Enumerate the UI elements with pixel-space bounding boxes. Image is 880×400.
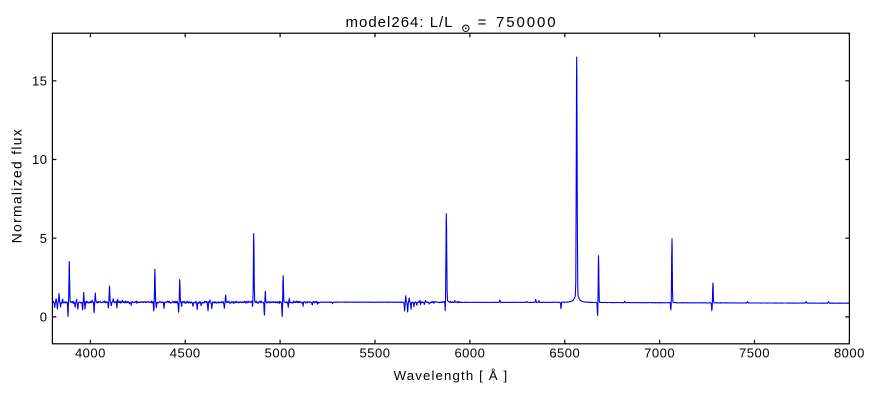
svg-text:Wavelength [ Å ]: Wavelength [ Å ] xyxy=(394,368,509,383)
svg-text:4000: 4000 xyxy=(75,346,106,361)
svg-text:7500: 7500 xyxy=(739,346,770,361)
svg-text:Normalized flux: Normalized flux xyxy=(10,128,25,243)
svg-text:=: = xyxy=(478,14,487,31)
svg-text:6500: 6500 xyxy=(549,346,580,361)
svg-text:5000: 5000 xyxy=(265,346,296,361)
svg-text:5500: 5500 xyxy=(360,346,391,361)
svg-text:8000: 8000 xyxy=(834,346,865,361)
svg-text:750000: 750000 xyxy=(496,14,557,31)
svg-text:model264: L/L: model264: L/L xyxy=(346,14,454,31)
svg-text:15: 15 xyxy=(32,73,47,88)
svg-text:7000: 7000 xyxy=(644,346,675,361)
svg-text:6000: 6000 xyxy=(454,346,485,361)
svg-text:5: 5 xyxy=(40,231,48,246)
svg-text:10: 10 xyxy=(32,152,47,167)
svg-text:0: 0 xyxy=(40,310,48,325)
svg-text:4500: 4500 xyxy=(170,346,201,361)
